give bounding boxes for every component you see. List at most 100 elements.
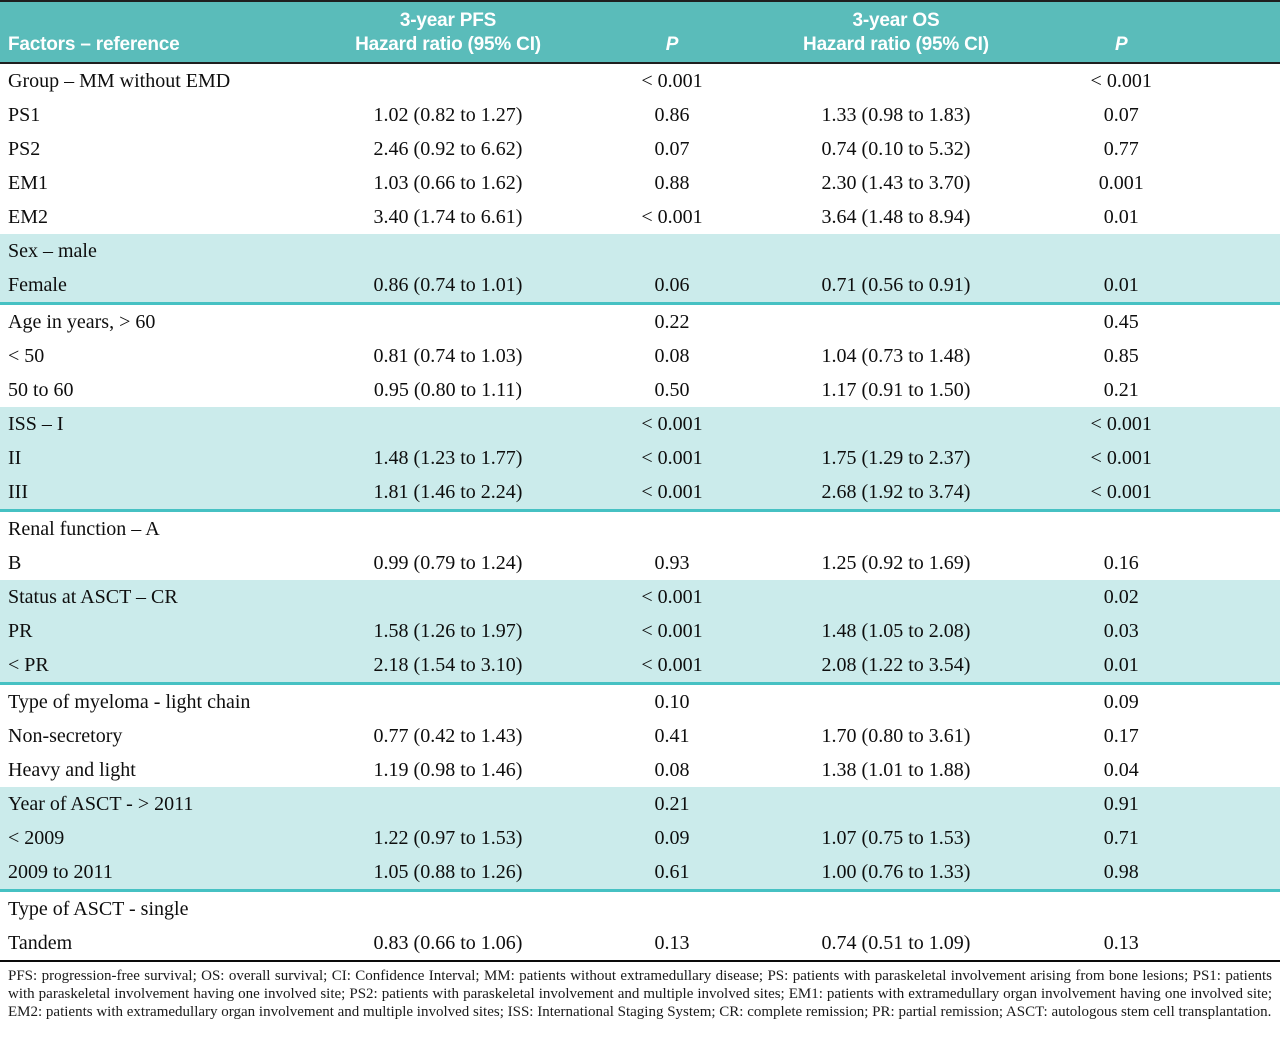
cell-pfs-hazard-ratio <box>281 787 615 821</box>
cell-pfs-p: 0.22 <box>654 310 690 333</box>
col-header-os-title: 3-year OS <box>852 10 940 31</box>
table-row: B 0.99 (0.79 to 1.24) 0.93 1.25 (0.92 to 1.… <box>0 546 1280 580</box>
cell-pfs-hazard-ratio: 1.02 (0.82 to 1.27) <box>373 103 523 126</box>
table-row: Status at ASCT – CR < 0.001 0.02 <box>0 580 1280 614</box>
cell-pfs-hazard-ratio: 1.58 (1.26 to 1.97) <box>281 614 615 648</box>
col-header-pfs-subtitle: Hazard ratio (95% CI) <box>355 34 541 55</box>
cell-os-p <box>1062 234 1280 268</box>
table-row: < PR 2.18 (1.54 to 3.10) < 0.001 2.08 (1.22… <box>0 648 1280 685</box>
cell-os-p: 0.71 <box>1062 821 1280 855</box>
cell-os-hazard-ratio <box>729 407 1063 441</box>
cell-pfs-p: 0.93 <box>654 551 690 574</box>
cell-pfs-p: < 0.001 <box>614 407 730 441</box>
cell-os-hazard-ratio <box>730 891 1063 927</box>
cell-factor: Group – MM without EMD <box>8 69 231 92</box>
cell-os-hazard-ratio: 1.07 (0.75 to 1.53) <box>729 821 1063 855</box>
cox-regression-table: Factors – reference 3-year PFS Hazard ra… <box>0 0 1280 962</box>
cell-pfs-hazard-ratio: 0.81 (0.74 to 1.03) <box>373 344 523 367</box>
cell-factor: Age in years, > 60 <box>8 310 156 333</box>
cell-pfs-p: 0.88 <box>654 171 690 194</box>
cell-factor: < PR <box>0 648 282 685</box>
cell-pfs-hazard-ratio <box>281 234 615 268</box>
table-row: Type of myeloma - light chain 0.10 0.09 <box>0 684 1280 720</box>
table-row: Non-secretory 0.77 (0.42 to 1.43) 0.41 1.70… <box>0 719 1280 753</box>
cell-os-p: < 0.001 <box>1090 69 1152 92</box>
cell-os-hazard-ratio: 1.17 (0.91 to 1.50) <box>821 378 971 401</box>
cell-os-hazard-ratio: 1.38 (1.01 to 1.88) <box>821 758 971 781</box>
cell-pfs-hazard-ratio: 2.18 (1.54 to 3.10) <box>281 648 615 685</box>
cell-factor: < 2009 <box>0 821 282 855</box>
cell-os-hazard-ratio <box>730 63 1063 98</box>
cell-os-hazard-ratio: 1.70 (0.80 to 3.61) <box>821 724 971 747</box>
cell-os-hazard-ratio: 1.00 (0.76 to 1.33) <box>729 855 1063 892</box>
cell-pfs-p: 0.86 <box>654 103 690 126</box>
cell-os-p: 0.16 <box>1103 551 1139 574</box>
cell-os-hazard-ratio: 3.64 (1.48 to 8.94) <box>821 205 971 228</box>
cell-pfs-p: 0.41 <box>654 724 690 747</box>
cell-factor: Year of ASCT - > 2011 <box>0 787 282 821</box>
cell-os-hazard-ratio: 1.75 (1.29 to 2.37) <box>729 441 1063 475</box>
col-header-os-subtitle: Hazard ratio (95% CI) <box>803 34 989 55</box>
cell-factor: ISS – I <box>0 407 282 441</box>
cell-os-p: 0.85 <box>1103 344 1139 367</box>
cell-pfs-p: 0.09 <box>614 821 730 855</box>
cell-os-p: 0.45 <box>1103 310 1139 333</box>
cell-os-hazard-ratio <box>730 684 1063 720</box>
col-header-factors: Factors – reference <box>0 0 282 64</box>
cell-pfs-p: < 0.001 <box>641 69 703 92</box>
cell-factor: PS2 <box>8 137 41 160</box>
cell-os-hazard-ratio: 2.08 (1.22 to 3.54) <box>729 648 1063 685</box>
cell-pfs-hazard-ratio <box>282 891 615 927</box>
cell-pfs-p: < 0.001 <box>641 205 703 228</box>
cell-factor: PR <box>0 614 282 648</box>
cell-os-hazard-ratio: 2.68 (1.92 to 3.74) <box>729 475 1063 512</box>
cell-pfs-p <box>614 891 729 927</box>
col-header-pfs-hazard-ratio: 3-year PFS Hazard ratio (95% CI) <box>281 0 615 64</box>
table-row: Heavy and light 1.19 (0.98 to 1.46) 0.08 1.… <box>0 753 1280 787</box>
cell-pfs-hazard-ratio: 1.19 (0.98 to 1.46) <box>373 758 523 781</box>
cell-os-hazard-ratio <box>730 511 1063 547</box>
cell-pfs-p: 0.50 <box>654 378 690 401</box>
cell-pfs-hazard-ratio: 1.03 (0.66 to 1.62) <box>373 171 523 194</box>
cell-pfs-p: < 0.001 <box>614 614 730 648</box>
cell-os-p: 0.21 <box>1103 378 1139 401</box>
cell-pfs-hazard-ratio: 0.95 (0.80 to 1.11) <box>373 378 523 401</box>
cell-os-hazard-ratio: 1.48 (1.05 to 2.08) <box>729 614 1063 648</box>
cell-os-hazard-ratio <box>729 580 1063 614</box>
table-row: Group – MM without EMD < 0.001 < 0.001 <box>0 63 1280 98</box>
table-row: Female 0.86 (0.74 to 1.01) 0.06 0.71 (0.56 … <box>0 268 1280 305</box>
cell-pfs-hazard-ratio: 3.40 (1.74 to 6.61) <box>373 205 523 228</box>
cell-pfs-p: 0.61 <box>614 855 730 892</box>
cell-os-p: 0.77 <box>1103 137 1139 160</box>
cell-pfs-hazard-ratio <box>282 684 615 720</box>
cell-factor: Non-secretory <box>8 724 123 747</box>
cell-os-p: 0.01 <box>1062 648 1280 685</box>
cell-pfs-p: 0.10 <box>654 690 690 713</box>
cell-pfs-hazard-ratio: 1.22 (0.97 to 1.53) <box>281 821 615 855</box>
cell-os-hazard-ratio: 0.74 (0.10 to 5.32) <box>821 137 971 160</box>
cell-factor: II <box>0 441 282 475</box>
cell-os-hazard-ratio: 1.25 (0.92 to 1.69) <box>821 551 971 574</box>
table-row: III 1.81 (1.46 to 2.24) < 0.001 2.68 (1.92 … <box>0 475 1280 512</box>
table-row: Renal function – A <box>0 511 1280 547</box>
cell-pfs-hazard-ratio <box>282 63 615 98</box>
cell-factor: EM2 <box>8 205 48 228</box>
col-header-pfs-p: P <box>614 0 730 64</box>
table-row: < 50 0.81 (0.74 to 1.03) 0.08 1.04 (0.73 to… <box>0 339 1280 373</box>
table-row: PR 1.58 (1.26 to 1.97) < 0.001 1.48 (1.05 t… <box>0 614 1280 648</box>
cell-factor: Status at ASCT – CR <box>0 580 282 614</box>
cell-os-hazard-ratio: 0.74 (0.51 to 1.09) <box>729 926 1063 962</box>
cell-os-p: 0.91 <box>1062 787 1280 821</box>
cell-factor: Type of myeloma - light chain <box>8 690 251 713</box>
cell-os-p: 0.04 <box>1103 758 1139 781</box>
cell-os-p: 0.001 <box>1098 171 1144 194</box>
cell-pfs-hazard-ratio <box>281 407 615 441</box>
cell-os-hazard-ratio: 1.04 (0.73 to 1.48) <box>821 344 971 367</box>
cell-factor: Tandem <box>0 926 282 962</box>
col-header-pfs-title: 3-year PFS <box>399 10 497 31</box>
cell-pfs-p: 0.13 <box>614 926 730 962</box>
table-footnote: PFS: progression-free survival; OS: over… <box>8 968 1272 1020</box>
cell-pfs-hazard-ratio: 1.48 (1.23 to 1.77) <box>281 441 615 475</box>
cell-pfs-p: 0.08 <box>654 758 690 781</box>
table-row: PS2 2.46 (0.92 to 6.62) 0.07 0.74 (0.10 to … <box>0 132 1280 166</box>
